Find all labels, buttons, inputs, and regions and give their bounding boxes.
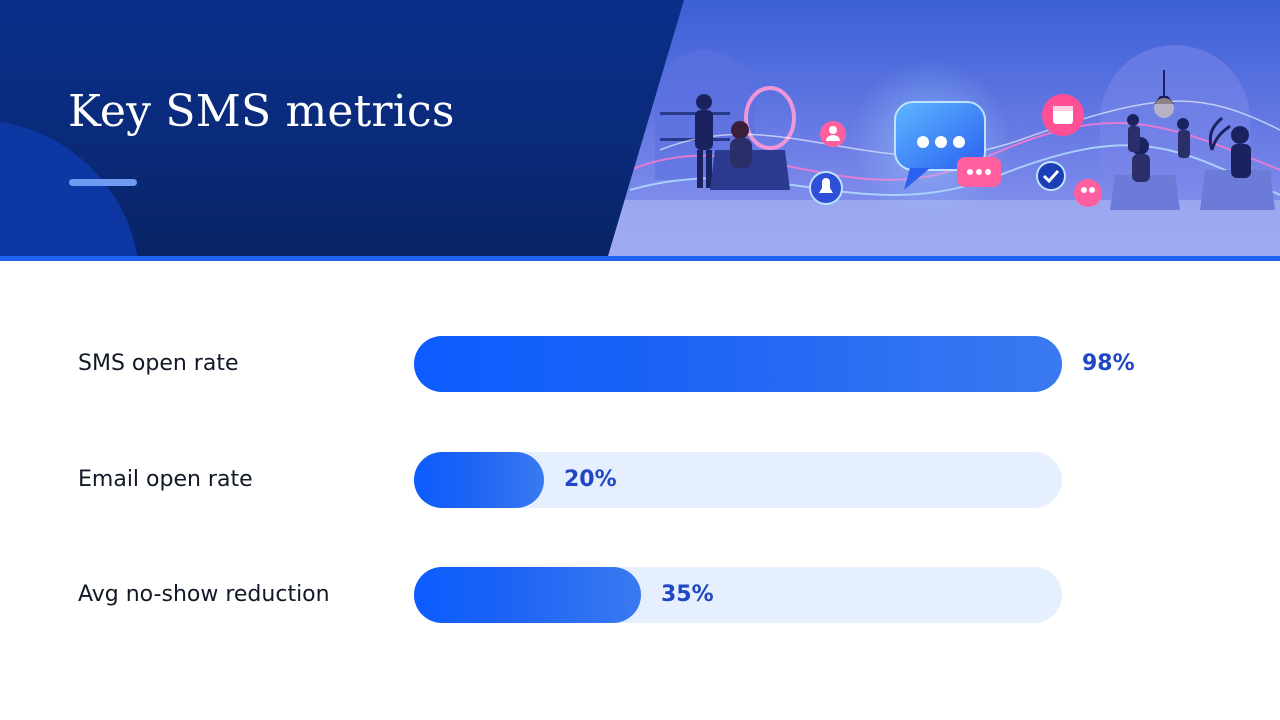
chat-bubble-icon (894, 101, 986, 190)
title-accent-line (69, 179, 137, 186)
bar-value-label: 98% (1082, 351, 1135, 376)
bar-track (414, 452, 1062, 508)
salon-messaging-illustration (600, 0, 1280, 256)
group-icon (1074, 179, 1102, 207)
bar-track (414, 567, 1062, 623)
bar-row: SMS open rate 98% (0, 336, 1280, 392)
bar-fill (414, 567, 641, 623)
header-title-panel (0, 0, 684, 256)
bar-value-label: 35% (661, 582, 714, 607)
check-icon (1036, 161, 1066, 191)
bar-fill (414, 336, 1062, 392)
calendar-icon (1042, 94, 1084, 136)
bar-row: Email open rate 20% (0, 452, 1280, 508)
bar-value-label: 20% (564, 467, 617, 492)
bar-category-label: SMS open rate (78, 351, 239, 376)
header-divider (0, 256, 1280, 261)
bar-category-label: Email open rate (78, 467, 253, 492)
page-title: Key SMS metrics (68, 86, 455, 137)
header-banner: Key SMS metrics (0, 0, 1280, 256)
user-icon (820, 121, 846, 147)
bell-icon (809, 171, 843, 205)
bar-category-label: Avg no-show reduction (78, 582, 330, 607)
bar-row: Avg no-show reduction 35% (0, 567, 1280, 623)
bar-fill (414, 452, 544, 508)
bar-track (414, 336, 1062, 392)
decorative-circle (0, 120, 140, 256)
